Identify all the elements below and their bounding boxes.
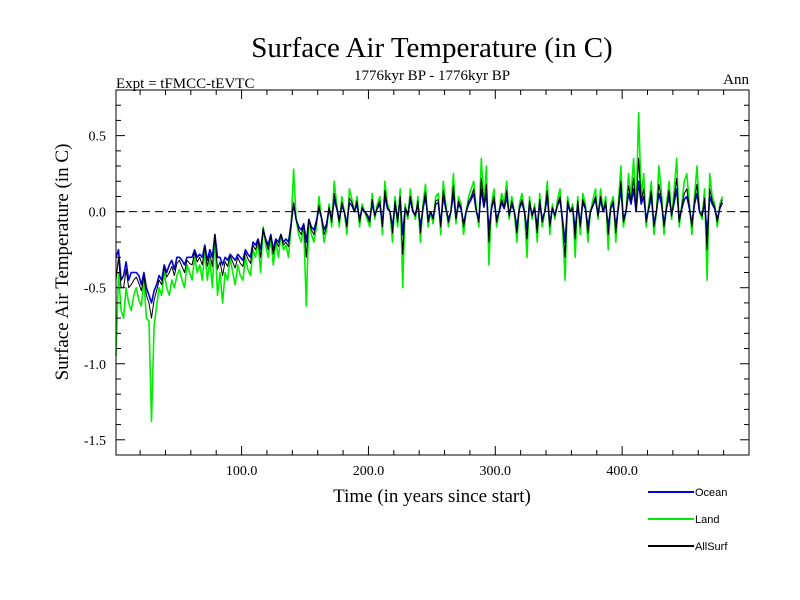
y-tick-label: -1.0 (84, 358, 106, 373)
y-tick-label: -1.5 (84, 434, 106, 449)
series-line-land (115, 112, 724, 423)
axes-layer: -1.5 -1.0 -0.5 0.0 0.5 100.0 200.0 300.0 400.0 (84, 89, 750, 479)
x-tick-label: 300.0 (480, 464, 512, 479)
period-label: 1776kyr BP - 1776kyr BP (354, 68, 510, 84)
y-axis-label: Surface Air Temperature (in C) (52, 144, 73, 381)
x-axis-label: Time (in years since start) (333, 486, 531, 507)
experiment-label: Expt = tFMCC-tEVTC (116, 76, 254, 92)
series-line-allsurf (115, 157, 723, 319)
x-tick-label: 400.0 (606, 464, 638, 479)
series-layer (115, 112, 724, 423)
x-tick-label: 100.0 (226, 464, 258, 479)
x-tick-label: 200.0 (353, 464, 385, 479)
legend-label-ocean: Ocean (695, 487, 727, 499)
y-tick-label: 0.0 (89, 206, 107, 221)
y-tick-label: -0.5 (84, 282, 106, 297)
chart-title: Surface Air Temperature (in C) (251, 32, 612, 64)
legend-label-allsurf: AllSurf (695, 541, 728, 553)
y-tick-label: 0.5 (89, 130, 107, 145)
legend-label-land: Land (695, 514, 719, 526)
legend: Ocean Land AllSurf (648, 487, 728, 553)
season-label: Ann (723, 72, 749, 88)
